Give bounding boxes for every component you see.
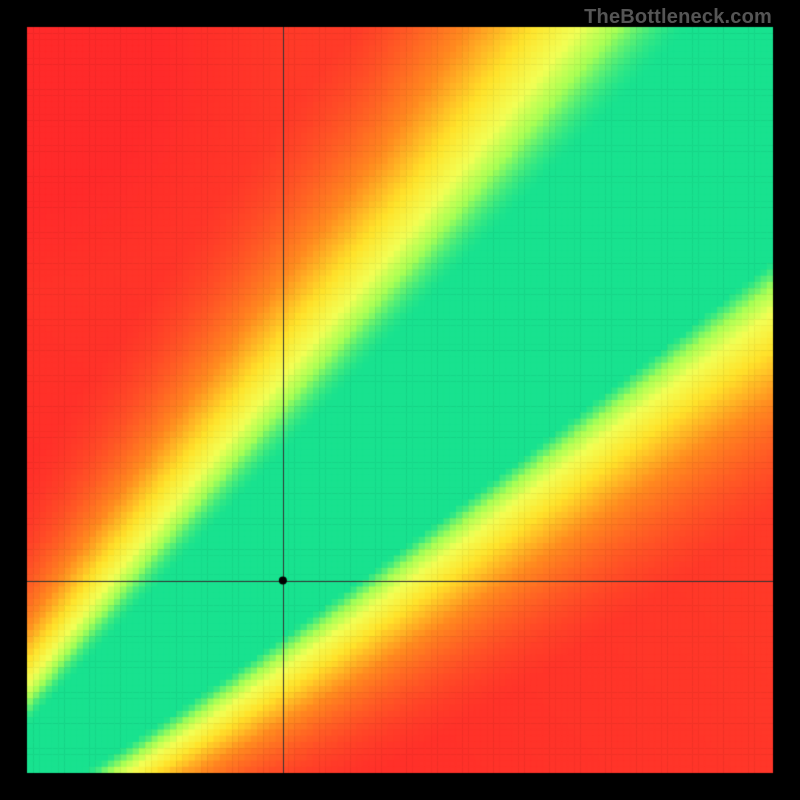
watermark-text: TheBottleneck.com	[584, 6, 772, 29]
heatmap-canvas	[0, 0, 800, 800]
chart-container: TheBottleneck.com	[0, 0, 800, 800]
